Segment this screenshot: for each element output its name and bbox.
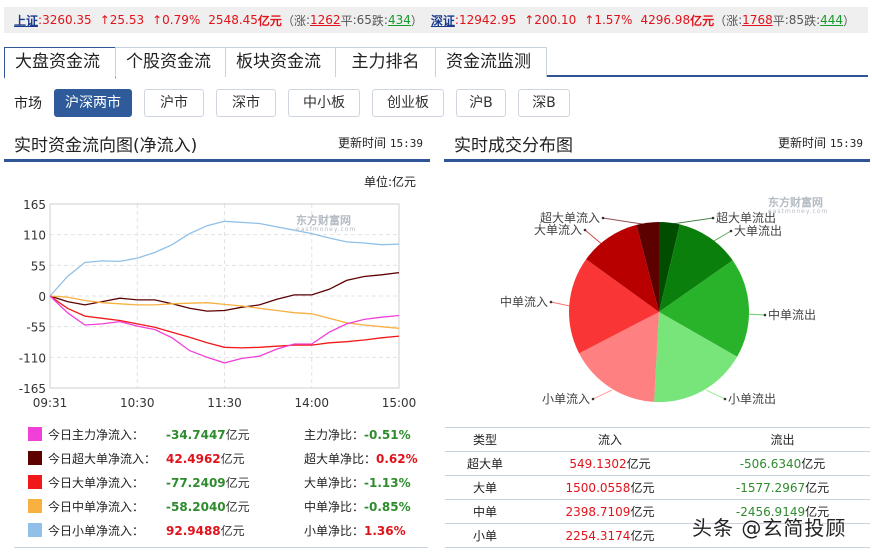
dist-update-time: 更新时间 15:39	[778, 136, 863, 150]
series-line	[49, 295, 400, 364]
sz-change: ↑200.10	[524, 13, 577, 27]
sh-down-count[interactable]: 434	[387, 13, 411, 27]
flow-title-rule	[4, 159, 430, 162]
market-button-gem[interactable]: 创业板	[372, 89, 444, 117]
sz-index-link[interactable]: 深证	[430, 13, 455, 28]
legend-swatch	[28, 499, 42, 513]
author-watermark: 头条 @玄简投顾	[692, 516, 847, 540]
tab-stock-flow[interactable]: 个股资金流	[115, 47, 226, 77]
svg-text:-165: -165	[19, 382, 46, 396]
svg-text:-110: -110	[19, 351, 46, 365]
sh-change: ↑25.53	[99, 13, 145, 27]
sz-up-count[interactable]: 1768	[742, 13, 773, 27]
pie-slice	[579, 312, 659, 402]
svg-text:14:00: 14:00	[294, 396, 329, 410]
sz-pct: ↑1.57%	[584, 13, 633, 27]
flow-table: 类型 流入 流出 超大单 549.1302亿元 -506.6340亿元 大单 1…	[445, 427, 870, 548]
svg-text:110: 110	[23, 229, 46, 243]
svg-text:55: 55	[31, 259, 46, 273]
pie-slice	[636, 222, 659, 312]
series-line	[49, 295, 400, 329]
index-summary-bar: 上证: 3260.35 ↑25.53 ↑0.79% 2548.45 亿元 （涨:1…	[4, 7, 868, 33]
market-button-sz-b[interactable]: 深B	[518, 89, 570, 117]
unit-label: 单位:亿元	[364, 175, 417, 189]
pie-slice	[654, 312, 738, 403]
tab-main-ranking[interactable]: 主力排名	[335, 47, 436, 77]
pie-label: 中单流入	[500, 294, 548, 309]
sz-value: 12942.95	[458, 13, 517, 27]
tab-market-flow[interactable]: 大盘资金流	[4, 47, 116, 79]
pie-slice	[659, 224, 733, 312]
dist-title-rule	[444, 159, 870, 162]
pie-slice	[569, 259, 659, 354]
table-row: 中单 2398.7109亿元 -2456.9149亿元	[445, 499, 870, 524]
legend-row-medium: 今日中单净流入： -58.2040亿元 中单净比：-0.85%	[28, 494, 428, 518]
pie-slice	[659, 260, 750, 357]
pie-label: 小单流出	[728, 392, 776, 406]
legend-row-small: 今日小单净流入： 92.9488亿元 小单净比：1.36%	[28, 518, 428, 542]
svg-text:09:31: 09:31	[33, 396, 68, 410]
pie-label: 小单流入	[542, 392, 590, 406]
table-row: 大单 1500.0558亿元 -1577.2967亿元	[445, 475, 870, 500]
eastmoney-watermark-pie: 东方财富网 eastmoney.com	[768, 196, 829, 215]
svg-text:15:00: 15:00	[382, 396, 417, 410]
market-button-sz[interactable]: 深市	[216, 89, 276, 117]
legend-swatch	[28, 427, 42, 441]
market-filter: 市场 沪深两市 沪市 深市 中小板 创业板 沪B 深B	[14, 89, 582, 117]
flow-legend: 今日主力净流入： -34.7447亿元 主力净比：-0.51% 今日超大单净流入…	[28, 422, 428, 542]
sh-amount: 2548.45	[208, 13, 258, 27]
svg-text:11:30: 11:30	[207, 396, 242, 410]
series-line	[49, 271, 400, 312]
svg-text:165: 165	[23, 198, 46, 212]
svg-text:-55: -55	[26, 321, 46, 335]
legend-row-super-large: 今日超大单净流入： 42.4962亿元 超大单净比：0.62%	[28, 446, 428, 470]
market-button-sh[interactable]: 沪市	[144, 89, 204, 117]
sh-up-count[interactable]: 1262	[310, 13, 341, 27]
legend-row-large: 今日大单净流入： -77.2409亿元 大单净比：-1.13%	[28, 470, 428, 494]
legend-swatch	[28, 451, 42, 465]
sh-index-link[interactable]: 上证	[14, 13, 39, 28]
pie-label: 超大单流入	[540, 210, 600, 225]
main-tabs: 大盘资金流 个股资金流 板块资金流 主力排名 资金流监测	[4, 47, 868, 79]
legend-row-main: 今日主力净流入： -34.7447亿元 主力净比：-0.51%	[28, 422, 428, 446]
sz-down-count[interactable]: 444	[820, 13, 844, 27]
svg-text:10:30: 10:30	[120, 396, 155, 410]
legend-swatch	[28, 523, 42, 537]
table-row: 小单 2254.3174亿元	[445, 523, 870, 548]
legend-swatch	[28, 475, 42, 489]
market-button-sme[interactable]: 中小板	[288, 89, 360, 117]
flow-chart-title: 实时资金流向图(净流入)	[14, 136, 198, 156]
tab-flow-monitor[interactable]: 资金流监测	[435, 47, 547, 77]
market-label: 市场	[14, 96, 42, 112]
sh-flat-count: 65	[356, 13, 372, 27]
sz-amount: 4296.98	[640, 13, 691, 27]
flow-update-time: 更新时间 15:39	[338, 136, 423, 150]
tab-sector-flow[interactable]: 板块资金流	[225, 47, 336, 77]
sz-flat-count: 85	[788, 13, 805, 27]
dist-chart-title: 实时成交分布图	[454, 136, 573, 156]
sh-pct: ↑0.79%	[152, 13, 201, 27]
series-line	[49, 220, 400, 297]
market-button-sh-b[interactable]: 沪B	[456, 89, 506, 117]
legend-divider	[14, 547, 428, 548]
pie-slice	[659, 221, 680, 312]
pie-label: 超大单流出	[716, 210, 776, 225]
sh-value: 3260.35	[42, 13, 92, 27]
series-line	[49, 295, 400, 349]
table-row: 超大单 549.1302亿元 -506.6340亿元	[445, 451, 870, 476]
pie-label: 大单流入	[534, 223, 582, 237]
svg-text:0: 0	[38, 290, 46, 304]
eastmoney-watermark: 东方财富网 eastmoney.com	[296, 214, 357, 233]
pie-label: 大单流出	[734, 224, 782, 238]
table-header-row: 类型 流入 流出	[445, 427, 870, 452]
market-button-all[interactable]: 沪深两市	[54, 89, 132, 117]
pie-label: 中单流出	[768, 307, 816, 322]
pie-slice	[586, 224, 659, 312]
